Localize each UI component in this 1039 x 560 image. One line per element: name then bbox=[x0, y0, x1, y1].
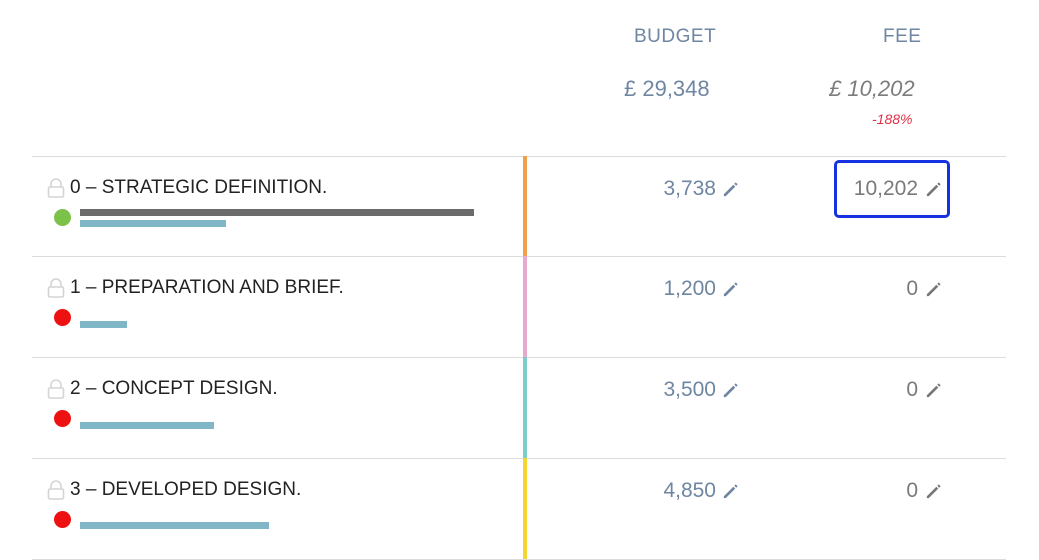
budget-value: 3,500 bbox=[663, 378, 716, 401]
lock-icon[interactable] bbox=[47, 178, 65, 198]
status-dot bbox=[54, 309, 71, 326]
status-dot bbox=[54, 511, 71, 528]
fee-value: 10,202 bbox=[853, 177, 918, 200]
fee-value: 0 bbox=[906, 479, 918, 502]
stage-color-divider bbox=[523, 357, 527, 458]
budget-value: 3,738 bbox=[663, 177, 716, 200]
stage-name: 2 – CONCEPT DESIGN. bbox=[70, 378, 278, 399]
status-dot bbox=[54, 410, 71, 427]
lock-icon[interactable] bbox=[47, 278, 65, 298]
stage-row: 1 – PREPARATION AND BRIEF. 1,200 0 bbox=[32, 256, 1006, 357]
edit-pencil-icon[interactable] bbox=[924, 381, 943, 400]
spent-bar bbox=[80, 209, 474, 216]
stage-row: 2 – CONCEPT DESIGN. 3,500 0 bbox=[32, 357, 1006, 458]
fee-column-header: FEE bbox=[883, 26, 922, 47]
stage-color-divider bbox=[523, 458, 527, 559]
budget-value: 4,850 bbox=[663, 479, 716, 502]
progress-bar bbox=[80, 321, 127, 328]
lock-icon[interactable] bbox=[47, 480, 65, 500]
edit-pencil-icon[interactable] bbox=[924, 280, 943, 299]
edit-pencil-icon[interactable] bbox=[721, 280, 740, 299]
stage-name: 3 – DEVELOPED DESIGN. bbox=[70, 479, 302, 500]
stage-row: 0 – STRATEGIC DEFINITION. 3,738 10,202 bbox=[32, 156, 1006, 257]
progress-bar bbox=[80, 522, 269, 529]
stage-color-divider bbox=[523, 156, 527, 257]
stage-name: 0 – STRATEGIC DEFINITION. bbox=[70, 177, 328, 198]
lock-icon[interactable] bbox=[47, 379, 65, 399]
edit-pencil-icon[interactable] bbox=[721, 381, 740, 400]
edit-pencil-icon[interactable] bbox=[924, 180, 943, 199]
fee-total: £ 10,202 bbox=[829, 76, 915, 101]
edit-pencil-icon[interactable] bbox=[721, 180, 740, 199]
progress-bar bbox=[80, 220, 226, 227]
fee-value: 0 bbox=[906, 378, 918, 401]
budget-value: 1,200 bbox=[663, 277, 716, 300]
status-dot bbox=[54, 209, 71, 226]
edit-pencil-icon[interactable] bbox=[721, 482, 740, 501]
selected-fee-cell[interactable] bbox=[834, 160, 950, 218]
progress-bar bbox=[80, 422, 214, 429]
fee-percent: -188% bbox=[872, 111, 913, 127]
budget-total: £ 29,348 bbox=[624, 76, 710, 101]
budget-column-header: BUDGET bbox=[634, 26, 717, 47]
stage-name: 1 – PREPARATION AND BRIEF. bbox=[70, 277, 344, 298]
stage-row: 3 – DEVELOPED DESIGN. 4,850 0 bbox=[32, 458, 1006, 560]
edit-pencil-icon[interactable] bbox=[924, 482, 943, 501]
fee-value: 0 bbox=[906, 277, 918, 300]
stage-color-divider bbox=[523, 256, 527, 357]
